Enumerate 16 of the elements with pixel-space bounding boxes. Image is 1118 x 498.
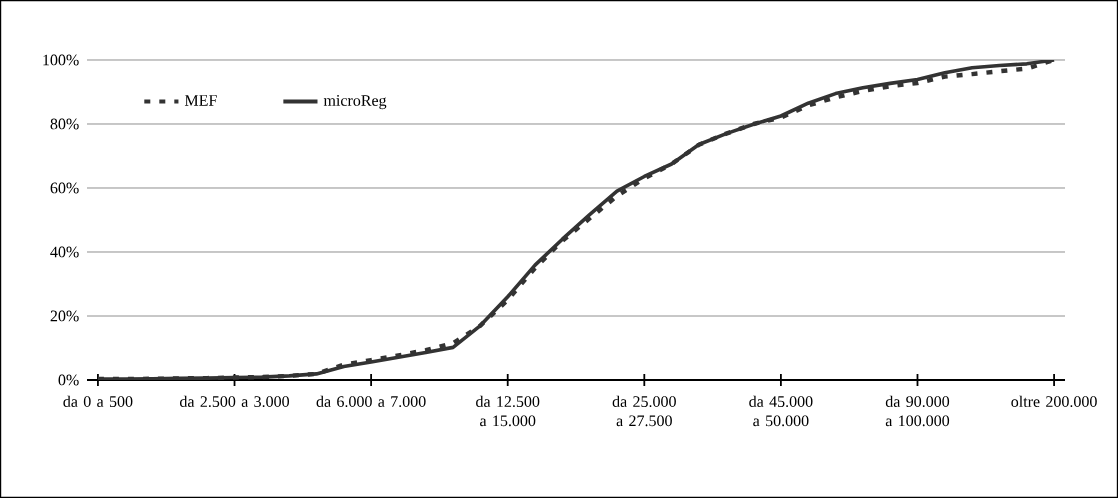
x-tick-label: da 25.000 a 27.500 xyxy=(612,395,676,427)
y-tick-label: 60% xyxy=(50,182,79,194)
y-tick-label: 80% xyxy=(50,118,79,130)
y-tick-label: 20% xyxy=(50,310,79,322)
x-tick-label: da 90.000 a 100.000 xyxy=(885,395,950,427)
legend-label: microReg xyxy=(323,95,387,110)
y-tick-label: 0% xyxy=(58,374,79,386)
legend-label: MEF xyxy=(184,95,217,106)
x-tick-label: da 6.000 a 7.000 xyxy=(316,395,426,408)
y-tick-label: 40% xyxy=(50,246,79,258)
x-tick-label: oltre 200.000 xyxy=(1011,395,1097,408)
x-tick-label: da 0 a 500 xyxy=(63,395,133,407)
x-tick-label: da 12.500 a 15.000 xyxy=(476,395,540,427)
x-tick-label: da 2.500 a 3.000 xyxy=(179,395,290,408)
y-tick-label: 100% xyxy=(43,54,79,66)
x-tick-label: da 45.000 a 50.000 xyxy=(749,395,813,427)
